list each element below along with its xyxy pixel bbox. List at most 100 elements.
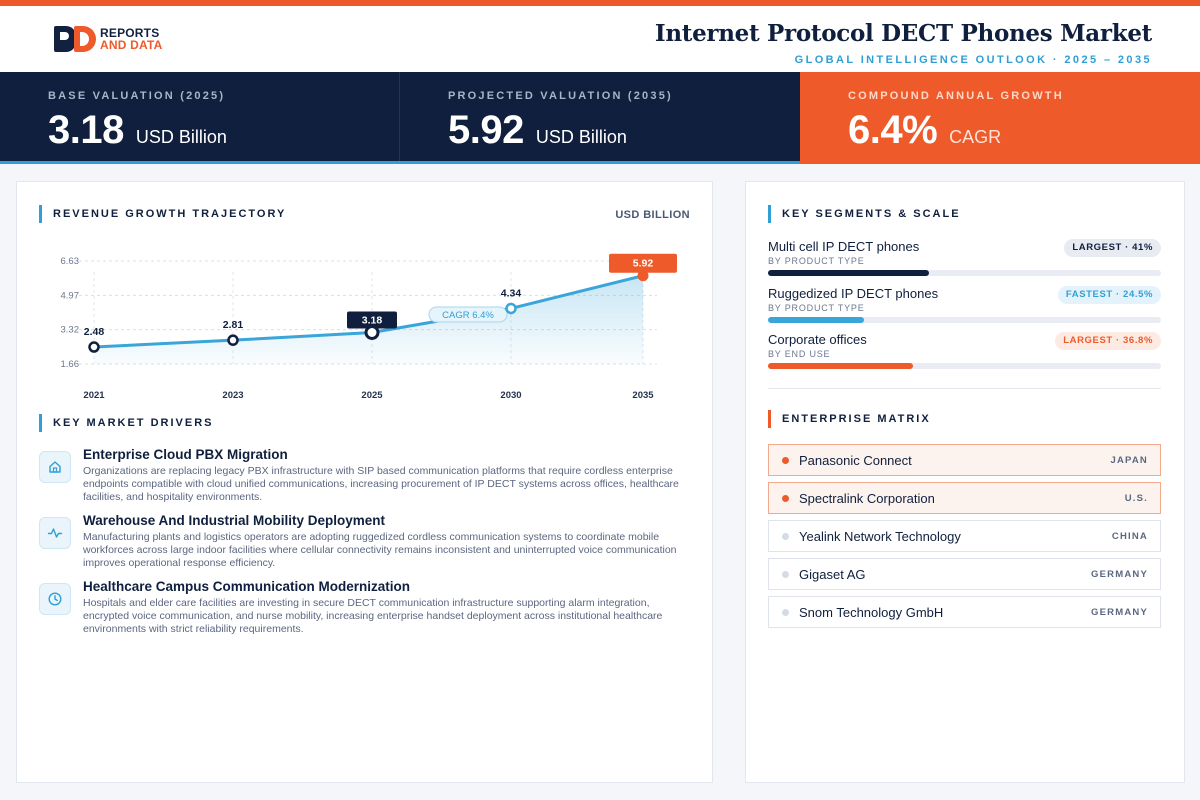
matrix-section-header: ENTERPRISE MATRIX	[768, 410, 931, 428]
segment-bar-fill	[768, 317, 865, 323]
cagr-pill-label: CAGR 6.4%	[442, 310, 494, 321]
segment-badge: LARGEST · 36.8%	[1055, 332, 1161, 350]
data-point	[364, 324, 380, 340]
company-row[interactable]: Panasonic Connect JAPAN	[768, 444, 1161, 476]
segment-category: BY PRODUCT TYPE	[768, 303, 865, 313]
segment-bar-fill	[768, 270, 930, 276]
company-country: GERMANY	[1091, 569, 1148, 580]
chart-section-header: REVENUE GROWTH TRAJECTORY	[39, 205, 286, 223]
data-point	[88, 341, 100, 353]
value-label-box	[609, 253, 677, 273]
segments-section-header: KEY SEGMENTS & SCALE	[768, 205, 961, 223]
driver-item: Enterprise Cloud PBX Migration Organizat…	[39, 447, 699, 513]
segments-section-title: KEY SEGMENTS & SCALE	[782, 208, 961, 220]
segment-badge: LARGEST · 41%	[1064, 239, 1161, 257]
segment-name: Ruggedized IP DECT phones	[768, 286, 939, 301]
page-title: Internet Protocol DECT Phones Market	[654, 20, 1152, 47]
segment-name: Multi cell IP DECT phones	[768, 239, 920, 254]
x-tick-label: 2023	[222, 390, 243, 401]
company-name: Snom Technology GmbH	[799, 605, 944, 620]
section-divider	[768, 388, 1161, 389]
left-panel: REVENUE GROWTH TRAJECTORY USD BILLION 6.…	[16, 181, 713, 783]
kpi-projected-valuation: PROJECTED VALUATION (2035) 5.92 USD Bill…	[400, 72, 800, 161]
logo-line-2: AND DATA	[100, 38, 163, 52]
kpi-unit: USD Billion	[135, 127, 227, 147]
data-label: 5.92	[633, 258, 654, 270]
segment-category: BY END USE	[768, 349, 831, 359]
logo-line-1: REPORTS	[100, 26, 160, 40]
y-tick-label: 4.97	[61, 290, 80, 301]
header: REPORTS AND DATA Internet Protocol DECT …	[0, 6, 1200, 72]
activity-icon	[39, 517, 71, 549]
top-accent-bar	[0, 0, 1200, 6]
data-point	[637, 270, 649, 282]
company-country: U.S.	[1124, 493, 1148, 504]
x-tick-label: 2021	[83, 390, 105, 401]
x-tick-label: 2035	[632, 390, 654, 401]
data-label: 3.18	[362, 314, 383, 326]
y-tick-label: 1.66	[61, 359, 80, 370]
company-name: Panasonic Connect	[799, 453, 912, 468]
company-name: Gigaset AG	[799, 567, 866, 582]
segment-bar-track	[768, 317, 1161, 323]
kpi-cagr: COMPOUND ANNUAL GROWTH 6.4% CAGR	[800, 72, 1200, 164]
company-name: Yealink Network Technology	[799, 529, 961, 544]
data-label: 2.81	[223, 319, 244, 331]
driver-title: Warehouse And Industrial Mobility Deploy…	[83, 513, 386, 528]
logo-mark-icon	[54, 26, 96, 52]
value-label-box	[347, 311, 397, 329]
kpi-base-valuation: BASE VALUATION (2025) 3.18 USD Billion	[0, 72, 400, 161]
kpi-unit: USD Billion	[535, 127, 627, 147]
y-tick-label: 6.63	[61, 256, 80, 267]
company-row[interactable]: Gigaset AG GERMANY	[768, 558, 1161, 590]
status-dot-icon	[782, 571, 789, 578]
x-tick-label: 2030	[500, 390, 521, 401]
status-dot-icon	[782, 609, 789, 616]
driver-title: Healthcare Campus Communication Moderniz…	[83, 579, 411, 594]
y-tick-label: 3.32	[61, 325, 80, 336]
driver-item: Healthcare Campus Communication Moderniz…	[39, 579, 699, 645]
drivers-section-header: KEY MARKET DRIVERS	[39, 414, 213, 432]
company-country: JAPAN	[1110, 455, 1148, 466]
brand-logo[interactable]: REPORTS AND DATA	[54, 26, 162, 52]
building-icon	[39, 451, 71, 483]
kpi-label: PROJECTED VALUATION (2035)	[448, 90, 673, 102]
driver-description: Hospitals and elder care facilities are …	[83, 597, 663, 635]
right-panel: KEY SEGMENTS & SCALE Multi cell IP DECT …	[745, 181, 1185, 783]
kpi-value: 5.92	[448, 108, 524, 152]
status-dot-icon	[782, 495, 789, 502]
driver-description: Manufacturing plants and logistics opera…	[83, 531, 677, 569]
company-row[interactable]: Yealink Network Technology CHINA	[768, 520, 1161, 552]
status-dot-icon	[782, 533, 789, 540]
driver-item: Warehouse And Industrial Mobility Deploy…	[39, 513, 699, 579]
clock-icon	[39, 583, 71, 615]
company-country: CHINA	[1111, 531, 1148, 542]
cagr-pill	[428, 306, 508, 323]
company-row[interactable]: Spectralink Corporation U.S.	[768, 482, 1161, 514]
status-dot-icon	[782, 457, 789, 464]
revenue-chart: 6.63 4.97 3.32 1.66 2021 2023 2025 2030 2035 CAGR…	[17, 242, 714, 407]
chart-unit-label: USD BILLION	[615, 209, 690, 221]
company-row[interactable]: Snom Technology GmbH GERMANY	[768, 596, 1161, 628]
data-label: 2.48	[84, 326, 105, 338]
data-label: 4.34	[501, 287, 522, 299]
segment-badge: FASTEST · 24.5%	[1057, 286, 1161, 304]
segment-bar-track	[768, 363, 1161, 369]
kpi-label: BASE VALUATION (2025)	[48, 90, 226, 102]
segment-category: BY PRODUCT TYPE	[768, 256, 865, 266]
kpi-band: BASE VALUATION (2025) 3.18 USD Billion P…	[0, 72, 1200, 164]
kpi-value: 3.18	[48, 108, 124, 152]
kpi-label: COMPOUND ANNUAL GROWTH	[848, 90, 1064, 102]
page-subtitle: GLOBAL INTELLIGENCE OUTLOOK · 2025 – 203…	[794, 54, 1152, 66]
company-country: GERMANY	[1091, 607, 1148, 618]
segment-name: Corporate offices	[768, 332, 867, 347]
segment-bar-track	[768, 270, 1161, 276]
chart-section-title: REVENUE GROWTH TRAJECTORY	[53, 208, 287, 220]
revenue-chart-svg: 6.63 4.97 3.32 1.66 2021 2023 2025 2030 2035 CAGR…	[61, 253, 677, 401]
kpi-value: 6.4%	[848, 108, 938, 152]
driver-title: Enterprise Cloud PBX Migration	[83, 447, 288, 462]
segment-bar-fill	[768, 363, 913, 369]
company-name: Spectralink Corporation	[799, 491, 935, 506]
drivers-section-title: KEY MARKET DRIVERS	[53, 417, 214, 429]
x-tick-label: 2025	[361, 390, 383, 401]
